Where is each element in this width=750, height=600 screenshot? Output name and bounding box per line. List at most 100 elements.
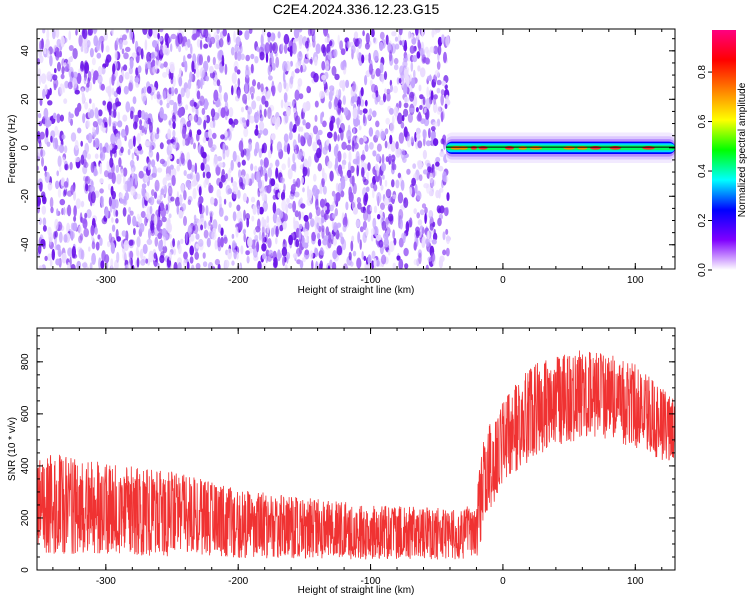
noise-blob <box>266 222 270 234</box>
noise-blob <box>388 107 394 115</box>
noise-blob <box>111 87 115 96</box>
noise-blob <box>382 93 387 103</box>
noise-blob <box>300 176 304 184</box>
noise-blob <box>375 120 380 128</box>
noise-blob <box>220 134 225 140</box>
noise-blob <box>298 228 302 240</box>
noise-blob <box>101 40 104 53</box>
noise-blob <box>403 96 410 104</box>
noise-blob <box>316 139 322 146</box>
noise-blob <box>284 140 288 151</box>
noise-blob <box>309 250 314 260</box>
noise-blob <box>154 59 159 70</box>
noise-blob <box>375 259 380 267</box>
noise-blob <box>186 261 190 269</box>
noise-blob <box>334 73 340 81</box>
noise-blob <box>339 80 344 89</box>
noise-blob <box>262 142 268 154</box>
noise-blob <box>407 31 411 40</box>
signal-peak <box>563 146 575 150</box>
noise-blob <box>345 79 350 89</box>
noise-blob <box>352 207 358 215</box>
noise-blob <box>57 61 61 72</box>
noise-blob <box>353 90 356 97</box>
x-tick-label: 0 <box>500 275 506 286</box>
noise-blob <box>416 51 421 59</box>
noise-blob <box>91 234 94 241</box>
noise-blob <box>366 111 371 121</box>
noise-blob <box>41 156 44 167</box>
noise-blob <box>67 247 73 257</box>
noise-blob <box>341 107 344 113</box>
noise-blob <box>181 126 186 139</box>
noise-blob <box>110 197 117 210</box>
noise-blob <box>304 249 310 256</box>
noise-blob <box>208 220 212 227</box>
noise-blob <box>300 64 303 73</box>
y-tick-label: 20 <box>20 93 31 105</box>
colorbar-bar <box>712 30 736 270</box>
noise-blob <box>208 182 212 194</box>
noise-blob <box>148 228 151 240</box>
noise-blob <box>424 213 427 225</box>
noise-blob <box>110 185 114 196</box>
noise-blob <box>70 132 77 142</box>
noise-blob <box>346 129 352 141</box>
noise-blob <box>334 208 338 217</box>
noise-blob <box>256 205 261 216</box>
noise-blob <box>409 217 413 228</box>
noise-blob <box>212 219 218 230</box>
noise-blob <box>416 212 421 219</box>
noise-blob <box>173 101 178 114</box>
noise-blob <box>178 76 183 87</box>
noise-blob <box>336 245 343 256</box>
noise-blob <box>110 133 116 145</box>
noise-blob <box>434 69 440 77</box>
noise-blob <box>199 95 205 107</box>
noise-blob <box>406 136 412 148</box>
noise-blob <box>52 74 58 81</box>
noise-blob <box>45 127 49 138</box>
noise-blob <box>293 124 297 132</box>
noise-blob <box>379 41 384 51</box>
noise-blob <box>246 217 250 228</box>
noise-blob <box>148 250 154 263</box>
noise-blob <box>180 238 184 244</box>
noise-blob <box>185 179 191 188</box>
noise-blob <box>104 170 109 178</box>
noise-blob <box>152 29 158 39</box>
noise-blob <box>214 63 220 70</box>
noise-blob <box>136 132 141 145</box>
noise-blob <box>136 46 142 56</box>
noise-blob <box>114 144 118 151</box>
noise-blob <box>227 32 230 43</box>
noise-blob <box>59 165 62 173</box>
noise-blob <box>421 240 426 249</box>
noise-blob <box>442 171 447 182</box>
noise-blob <box>433 228 436 235</box>
noise-blob <box>368 127 374 137</box>
noise-blob <box>79 233 84 241</box>
noise-blob <box>398 29 403 36</box>
noise-blob <box>246 255 250 264</box>
noise-blob <box>101 217 108 225</box>
noise-blob <box>187 159 192 171</box>
noise-blob <box>128 67 133 75</box>
noise-blob <box>37 113 42 119</box>
noise-blob <box>191 60 195 73</box>
noise-blob <box>165 173 171 181</box>
noise-blob <box>397 192 404 204</box>
noise-blob <box>169 63 175 74</box>
noise-blob <box>97 234 101 240</box>
noise-blob <box>274 183 279 191</box>
noise-blob <box>212 119 216 129</box>
noise-blob <box>114 70 119 77</box>
noise-blob <box>287 202 293 209</box>
noise-blob <box>417 39 421 49</box>
noise-blob <box>108 115 112 127</box>
noise-blob <box>152 40 158 48</box>
noise-blob <box>292 100 295 108</box>
noise-blob <box>49 54 53 67</box>
noise-blob <box>152 165 157 178</box>
noise-blob <box>195 233 200 240</box>
